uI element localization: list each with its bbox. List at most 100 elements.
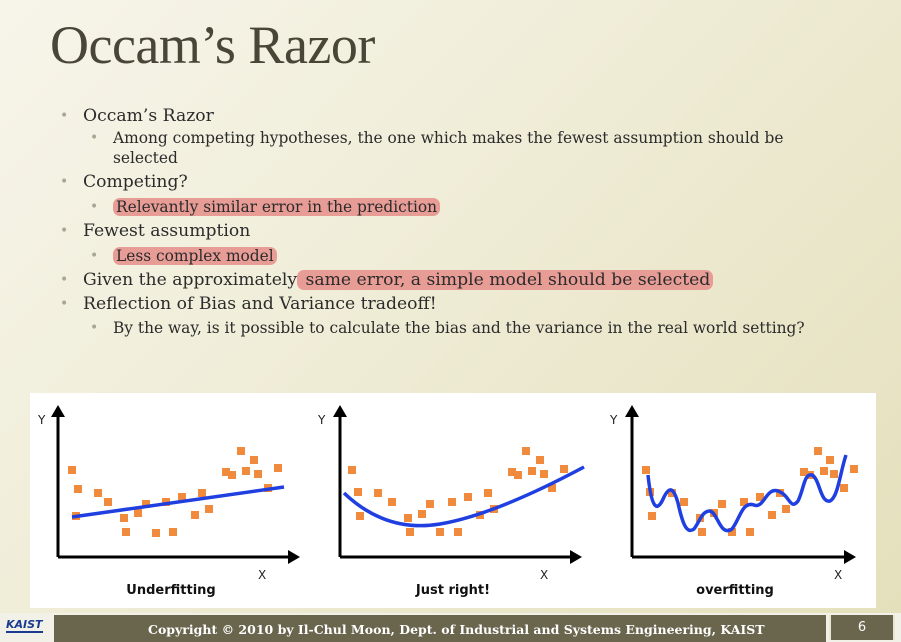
y-axis-label: Y [317, 413, 326, 427]
bullet-dot-icon: • [60, 272, 69, 288]
data-point [436, 528, 444, 536]
data-point [222, 468, 230, 476]
data-point [426, 500, 434, 508]
arrow-up-icon [51, 405, 65, 417]
page-number: 6 [857, 620, 867, 635]
x-axis-label: X [834, 568, 842, 582]
highlighted-text: Less complex model [113, 247, 277, 265]
data-point [782, 505, 790, 513]
data-point [122, 528, 130, 536]
data-point [374, 489, 382, 497]
overfitting-panel: Y X overfitting [594, 393, 876, 608]
data-point [522, 447, 530, 455]
data-point [814, 447, 822, 455]
data-point [388, 498, 396, 506]
y-axis-label: Y [37, 413, 46, 427]
x-axis-label: X [540, 568, 548, 582]
data-point [718, 500, 726, 508]
model-fit-figure: Y X Underfitting Y X Just right! Y X [30, 393, 876, 608]
sub-bullet-definition: • Among competing hypotheses, the one wh… [90, 129, 784, 167]
data-point [205, 505, 213, 513]
data-point [348, 466, 356, 474]
caption-just-right: Just right! [415, 583, 491, 598]
data-point [191, 511, 199, 519]
data-point [142, 500, 150, 508]
data-point [528, 467, 536, 475]
data-point [740, 498, 748, 506]
bullet-dot-icon: • [90, 199, 99, 215]
data-point [356, 512, 364, 520]
sub-bullet-similar-error: • Relevantly similar error in the predic… [60, 197, 880, 217]
data-point [830, 470, 838, 478]
arrow-right-icon [288, 550, 300, 564]
data-point [406, 528, 414, 536]
data-point [354, 488, 362, 496]
underfitting-plot: Y X [37, 405, 300, 582]
page-number-box: 6 [829, 615, 895, 640]
data-point [74, 485, 82, 493]
arrow-right-icon [570, 550, 582, 564]
data-point [134, 509, 142, 517]
bullet-given-same-error: • Given the approximately same error, a … [60, 268, 880, 292]
arrow-right-icon [844, 550, 856, 564]
arrow-up-icon [625, 405, 639, 417]
bullet-fewest-assumption: • Fewest assumption [60, 221, 251, 241]
data-point [228, 471, 236, 479]
data-point [698, 528, 706, 536]
arrow-up-icon [333, 405, 347, 417]
data-point [237, 447, 245, 455]
sub-bullet-less-complex: • Less complex model [60, 246, 880, 266]
just-right-panel: Y X Just right! [312, 393, 594, 608]
bullet-dot-icon: • [60, 296, 69, 312]
data-point [508, 468, 516, 476]
data-point [800, 468, 808, 476]
data-point [404, 514, 412, 522]
highlighted-text: same error, a simple model should be sel… [297, 270, 714, 290]
data-point [540, 470, 548, 478]
bullet-bias-variance: • Reflection of Bias and Variance tradeo… [60, 294, 437, 314]
copyright-text: Copyright © 2010 by Il-Chul Moon, Dept. … [148, 622, 765, 637]
data-point [198, 489, 206, 497]
data-point [104, 498, 112, 506]
bullet-list: • Occam’s Razor • Among competing hypoth… [60, 104, 880, 338]
data-point [68, 466, 76, 474]
bullet-dot-icon: • [90, 320, 99, 336]
fit-curve [342, 465, 585, 528]
data-point [152, 529, 160, 537]
data-point [648, 512, 656, 520]
data-point [484, 489, 492, 497]
data-point [668, 489, 676, 497]
underfitting-panel: Y X Underfitting [30, 393, 312, 608]
data-point [728, 528, 736, 536]
footer-band [54, 615, 826, 642]
data-point [642, 466, 650, 474]
footer: KAIST Copyright © 2010 by Il-Chul Moon, … [0, 613, 901, 642]
y-axis-label: Y [609, 413, 618, 427]
bullet-dot-icon: • [90, 130, 99, 146]
data-point [850, 465, 858, 473]
data-point [820, 467, 828, 475]
overfitting-plot: Y X [609, 405, 858, 582]
data-point [464, 493, 472, 501]
bullet-competing: • Competing? [60, 172, 188, 192]
data-point [242, 467, 250, 475]
data-point [254, 470, 262, 478]
slide-title: Occam’s Razor [50, 15, 375, 75]
caption-underfitting: Underfitting [126, 583, 216, 598]
data-point [826, 456, 834, 464]
fit-line [71, 485, 285, 519]
just-right-plot: Y X [317, 405, 585, 582]
data-point [418, 510, 426, 518]
data-point [178, 493, 186, 501]
data-point [840, 484, 848, 492]
bullet-occams-razor: • Occam’s Razor [60, 106, 214, 126]
data-point [94, 489, 102, 497]
kaist-logo: KAIST [6, 618, 43, 633]
fit-curve [646, 454, 848, 533]
data-point [756, 493, 764, 501]
bullet-dot-icon: • [90, 248, 99, 264]
data-point [746, 528, 754, 536]
caption-overfitting: overfitting [696, 583, 774, 598]
sub-bullet-real-world: • By the way, is it possible to calculat… [90, 319, 805, 337]
data-point [680, 498, 688, 506]
